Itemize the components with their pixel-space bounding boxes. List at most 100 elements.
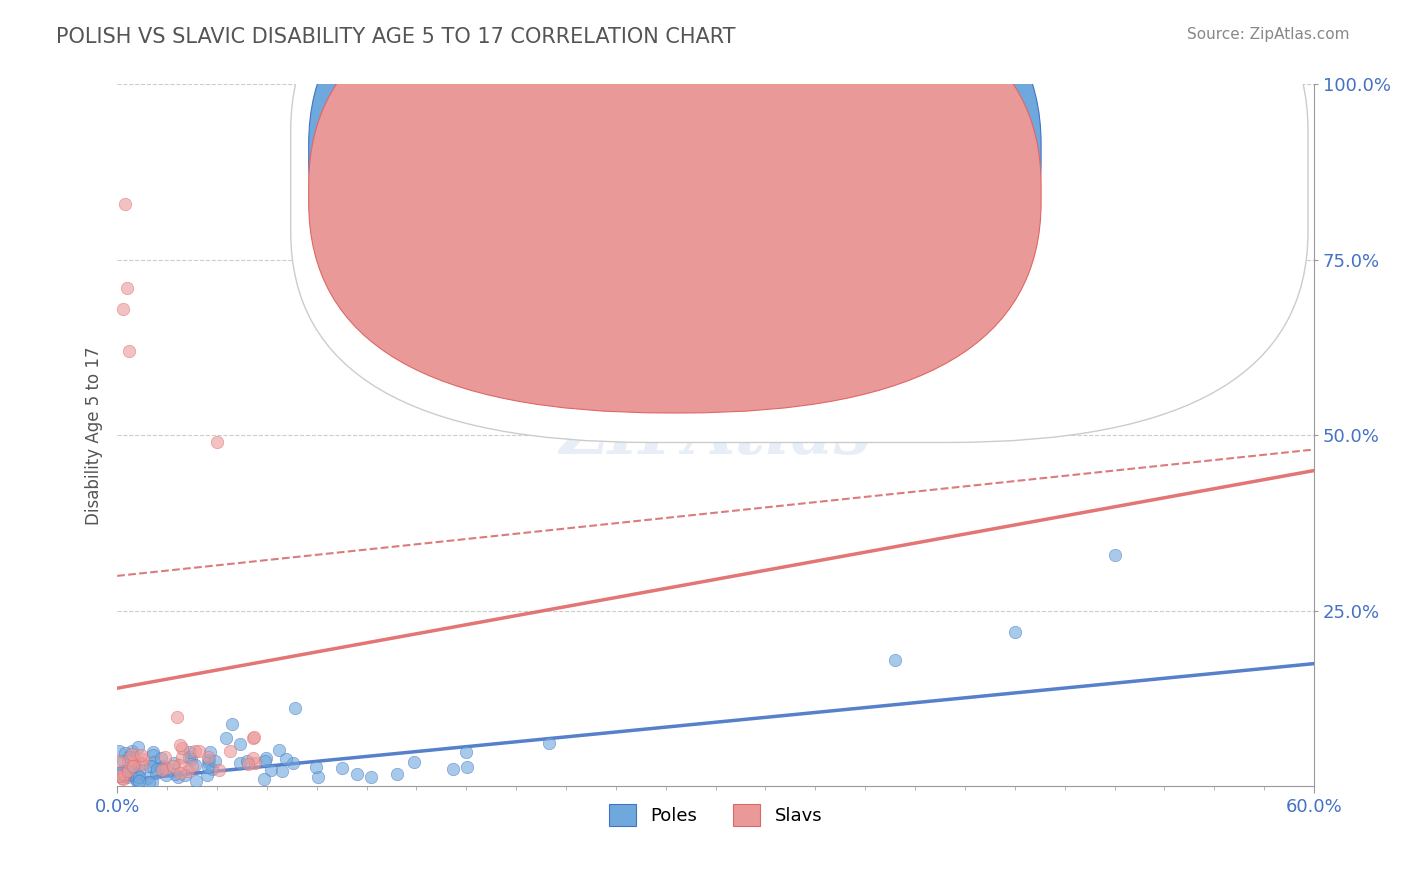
Poles <box>180 752 202 766</box>
Text: R = 0.460   N = 83: R = 0.460 N = 83 <box>688 145 858 162</box>
Slavs <box>170 750 193 764</box>
Slavs <box>111 771 134 785</box>
Poles <box>385 767 408 781</box>
Slavs <box>121 747 143 761</box>
Poles <box>228 737 250 751</box>
Slavs <box>245 756 267 770</box>
Poles <box>197 755 219 769</box>
Poles <box>221 717 243 731</box>
Poles <box>142 745 165 759</box>
Poles <box>456 760 478 774</box>
Poles <box>330 761 353 775</box>
Slavs <box>122 754 145 768</box>
Poles <box>145 766 167 780</box>
Text: ZIPAtlas: ZIPAtlas <box>560 403 872 468</box>
Poles <box>141 774 163 789</box>
Slavs <box>112 772 135 786</box>
Poles <box>229 756 252 771</box>
Poles <box>125 772 148 786</box>
Poles <box>112 769 135 783</box>
Slavs <box>150 763 173 777</box>
Text: R = 0.158   N = 41: R = 0.158 N = 41 <box>688 185 859 202</box>
Poles <box>138 775 160 789</box>
Poles <box>538 736 561 750</box>
Slavs <box>129 747 152 762</box>
Poles <box>283 756 305 770</box>
Poles <box>110 766 132 780</box>
Poles <box>184 757 207 772</box>
Poles <box>179 749 201 764</box>
Slavs <box>108 754 131 768</box>
Poles <box>120 767 142 781</box>
Poles <box>236 755 259 769</box>
Poles <box>115 765 138 780</box>
Poles <box>346 766 368 780</box>
Poles <box>127 774 149 789</box>
Slavs <box>118 344 141 359</box>
Poles <box>112 754 135 768</box>
Poles <box>129 756 152 770</box>
Poles <box>136 771 159 785</box>
Poles <box>111 764 134 778</box>
Slavs <box>243 730 266 744</box>
Slavs <box>242 731 264 745</box>
Poles <box>454 745 477 759</box>
Poles <box>128 764 150 779</box>
Poles <box>155 767 177 781</box>
Poles <box>127 740 149 755</box>
Slavs <box>176 764 198 778</box>
Poles <box>884 653 907 667</box>
Poles <box>117 770 139 784</box>
Text: POLISH VS SLAVIC DISABILITY AGE 5 TO 17 CORRELATION CHART: POLISH VS SLAVIC DISABILITY AGE 5 TO 17 … <box>56 27 735 46</box>
Poles <box>284 700 307 714</box>
Legend: Poles, Slavs: Poles, Slavs <box>602 797 830 834</box>
Poles <box>174 768 197 782</box>
Slavs <box>131 757 153 772</box>
Poles <box>122 758 145 772</box>
Poles <box>146 762 169 776</box>
FancyBboxPatch shape <box>309 0 1040 413</box>
Poles <box>179 745 201 759</box>
Slavs <box>114 196 136 211</box>
Slavs <box>117 764 139 778</box>
Poles <box>1104 548 1126 562</box>
Slavs <box>162 758 184 772</box>
Poles <box>267 743 290 757</box>
Poles <box>163 767 186 781</box>
Poles <box>204 755 226 769</box>
Poles <box>184 773 207 788</box>
Poles <box>128 773 150 788</box>
Slavs <box>183 744 205 758</box>
Slavs <box>169 766 191 780</box>
Poles <box>150 750 173 764</box>
Poles <box>402 755 425 769</box>
Poles <box>304 760 326 774</box>
Slavs <box>172 741 194 756</box>
Poles <box>114 768 136 782</box>
Poles <box>122 769 145 783</box>
Poles <box>253 754 276 768</box>
Poles <box>139 759 162 773</box>
Poles <box>121 758 143 772</box>
FancyBboxPatch shape <box>291 0 1308 442</box>
Poles <box>162 756 184 770</box>
Slavs <box>108 769 131 783</box>
Poles <box>141 758 163 772</box>
Slavs <box>124 752 146 766</box>
Poles <box>254 751 277 765</box>
Poles <box>108 765 131 780</box>
Poles <box>200 763 222 777</box>
Slavs <box>166 710 188 724</box>
Slavs <box>167 757 190 772</box>
Slavs <box>208 763 231 777</box>
Y-axis label: Disability Age 5 to 17: Disability Age 5 to 17 <box>86 346 103 524</box>
Slavs <box>132 752 155 766</box>
Slavs <box>112 302 135 317</box>
Poles <box>195 768 218 782</box>
Poles <box>197 760 219 774</box>
Slavs <box>115 281 138 295</box>
Poles <box>274 752 297 766</box>
Slavs <box>153 750 176 764</box>
Poles <box>441 763 464 777</box>
Poles <box>360 770 382 784</box>
